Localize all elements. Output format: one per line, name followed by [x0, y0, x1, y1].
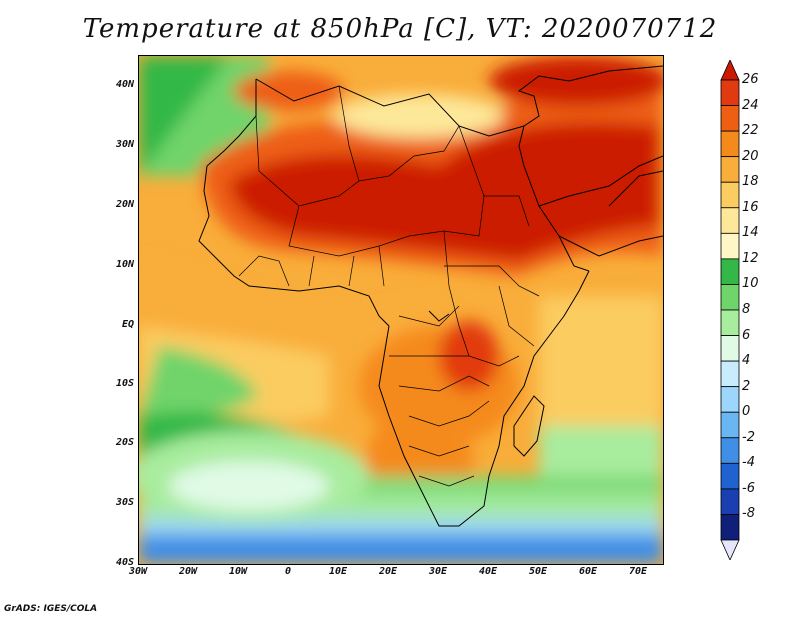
colorbar-level-label: 20: [742, 148, 759, 164]
lon-label: 20W: [178, 566, 198, 577]
temperature-field: [139, 56, 663, 564]
colorbar-box: [720, 488, 740, 515]
colorbar-level-label: 12: [742, 250, 759, 266]
colorbar-box: [720, 437, 740, 464]
colorbar-level-label: 18: [742, 174, 759, 190]
lat-label: 40S: [115, 557, 134, 568]
colorbar-level-label: -4: [742, 455, 755, 471]
colorbar-box: [720, 514, 740, 541]
lon-label: 30E: [428, 566, 448, 577]
colorbar: [720, 60, 740, 560]
colorbar-level-label: 16: [742, 199, 759, 215]
colorbar-box: [720, 462, 740, 490]
colorbar-level-label: -8: [742, 506, 755, 522]
lat-label: 20N: [115, 199, 134, 210]
colorbar-box: [720, 79, 740, 106]
lon-label: 10E: [328, 566, 348, 577]
colorbar-top-arrow: [720, 60, 740, 81]
colorbar-box: [720, 309, 740, 336]
colorbar-level-label: 26: [742, 72, 759, 87]
colorbar-level-label: 14: [742, 225, 759, 241]
lat-label: 30S: [115, 497, 134, 508]
lat-label: 30N: [115, 139, 134, 150]
colorbar-level-label: 4: [742, 353, 751, 369]
lat-label: 20S: [115, 437, 134, 448]
colorbar-level-label: -6: [742, 480, 755, 496]
lat-label: 10N: [115, 259, 134, 270]
colorbar-level-label: 22: [742, 123, 759, 139]
lon-label: 10W: [228, 566, 248, 577]
colorbar-level-label: 0: [742, 404, 751, 420]
colorbar-box: [720, 335, 740, 362]
colorbar-level-label: 10: [742, 276, 759, 292]
colorbar-level-label: 6: [742, 327, 751, 343]
map-title: Temperature at 850hPa [C], VT: 202007071…: [82, 14, 718, 44]
lon-label: 60E: [578, 566, 598, 577]
colorbar-box: [720, 232, 740, 260]
colorbar-box: [720, 411, 740, 439]
colorbar-level-label: 8: [742, 302, 751, 317]
lon-label: 0: [284, 566, 292, 577]
lon-label: 40E: [478, 566, 498, 577]
coastlines: [198, 65, 663, 527]
colorbar-box: [720, 156, 740, 183]
lat-label: EQ: [121, 319, 134, 330]
colorbar-level-label: 2: [742, 378, 751, 394]
colorbar-level-label: 24: [742, 97, 759, 113]
colorbar-box: [720, 181, 740, 209]
colorbar-box: [720, 284, 740, 311]
colorbar-level-label: -2: [742, 429, 755, 445]
temperature-map: [138, 55, 664, 565]
footer-credit: GrADS: IGES/COLA: [4, 604, 98, 614]
colorbar-box: [720, 207, 740, 234]
borders: [238, 85, 540, 487]
colorbar-bottom-arrow: [720, 539, 740, 560]
map-canvas: [139, 56, 663, 564]
colorbar-box: [720, 105, 740, 132]
lon-label: 30W: [128, 566, 148, 577]
lat-label: 40N: [115, 79, 134, 90]
colorbar-box: [720, 360, 740, 388]
colorbar-box: [720, 258, 740, 285]
colorbar-box: [720, 130, 740, 158]
lat-label: 10S: [115, 378, 134, 389]
colorbar-box: [720, 386, 740, 413]
lon-label: 70E: [628, 566, 648, 577]
lon-label: 50E: [528, 566, 548, 577]
lon-label: 20E: [378, 566, 398, 577]
